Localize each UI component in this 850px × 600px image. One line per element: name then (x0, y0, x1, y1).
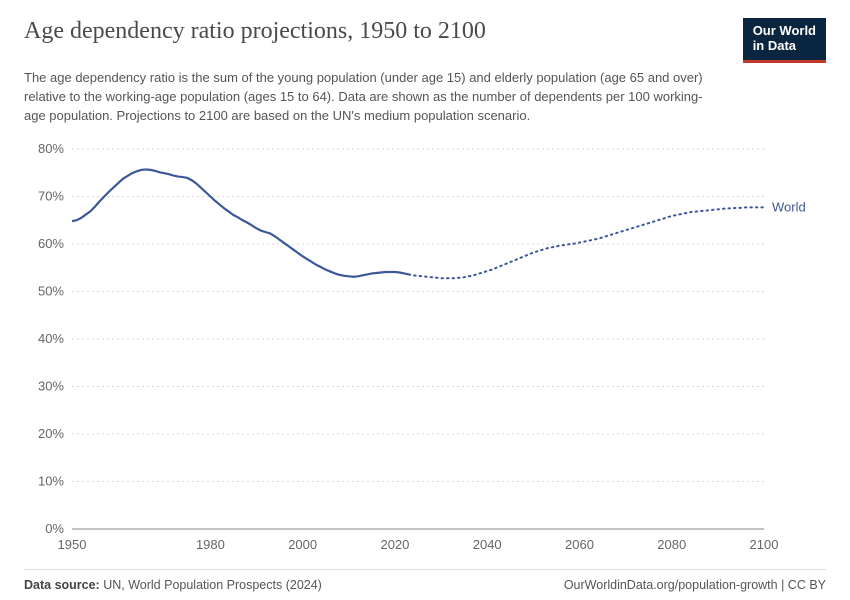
logo-line1: Our World (753, 24, 816, 39)
source-text: UN, World Population Prospects (2024) (103, 578, 322, 592)
source-label: Data source: (24, 578, 100, 592)
chart-title: Age dependency ratio projections, 1950 t… (24, 18, 486, 45)
footer-attribution: OurWorldinData.org/population-growth | C… (564, 578, 826, 592)
svg-text:2060: 2060 (565, 537, 594, 552)
svg-text:20%: 20% (38, 426, 64, 441)
svg-text:0%: 0% (45, 521, 64, 536)
chart-area: 0% 10% 20% 30% 40% 50% 60% 70% 80% 1950 1980 2000 20… (24, 139, 826, 559)
chart-container: Age dependency ratio projections, 1950 t… (0, 0, 850, 600)
svg-text:2020: 2020 (380, 537, 409, 552)
chart-svg: 0% 10% 20% 30% 40% 50% 60% 70% 80% 1950 1980 2000 20… (24, 139, 826, 559)
logo-line2: in Data (753, 39, 816, 54)
svg-text:2040: 2040 (473, 537, 502, 552)
footer: Data source: UN, World Population Prospe… (24, 569, 826, 592)
svg-text:40%: 40% (38, 331, 64, 346)
svg-text:50%: 50% (38, 284, 64, 299)
svg-text:2000: 2000 (288, 537, 317, 552)
svg-text:1950: 1950 (58, 537, 87, 552)
footer-source: Data source: UN, World Population Prospe… (24, 578, 322, 592)
svg-text:2080: 2080 (657, 537, 686, 552)
svg-text:10%: 10% (38, 474, 64, 489)
svg-text:70%: 70% (38, 189, 64, 204)
header-row: Age dependency ratio projections, 1950 t… (24, 18, 826, 63)
svg-text:1980: 1980 (196, 537, 225, 552)
svg-text:80%: 80% (38, 141, 64, 156)
svg-text:30%: 30% (38, 379, 64, 394)
svg-text:60%: 60% (38, 236, 64, 251)
svg-text:World: World (772, 200, 806, 215)
svg-text:2100: 2100 (750, 537, 779, 552)
owid-logo: Our World in Data (743, 18, 826, 63)
chart-subtitle: The age dependency ratio is the sum of t… (24, 69, 724, 126)
